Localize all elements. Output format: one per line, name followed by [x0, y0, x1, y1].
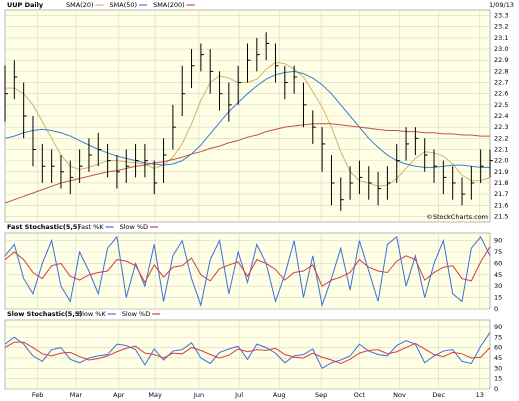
- series-line: [4, 235, 491, 308]
- y-tick-label: 23.3: [494, 12, 508, 20]
- y-tick-label: 22.7: [494, 79, 508, 87]
- watermark: ©StockCharts.com: [426, 213, 488, 221]
- panel-title: Fast Stochastic(5,5): [7, 223, 80, 231]
- y-tick-label: 21.6: [494, 201, 508, 209]
- x-tick-label: Dec: [432, 391, 445, 399]
- panel-title: Slow Stochastic(5,5): [7, 310, 82, 318]
- y-tick-label: 60: [494, 344, 502, 352]
- legend-label: Slow %K: [78, 310, 106, 318]
- x-tick-label: May: [148, 391, 162, 399]
- series-line: [4, 332, 491, 370]
- series-line: [4, 123, 490, 204]
- y-tick-label: 22.2: [494, 134, 508, 142]
- series-line: [4, 341, 491, 365]
- y-tick-label: 22.9: [494, 56, 508, 64]
- series-line: [4, 246, 491, 287]
- y-tick-label: 75: [494, 333, 502, 341]
- y-tick-label: 15: [494, 294, 502, 302]
- y-tick-label: 22.6: [494, 90, 508, 98]
- chart-date: 1/09/13: [489, 1, 514, 9]
- y-tick-label: 45: [494, 354, 502, 362]
- y-tick-label: 21.5: [494, 212, 508, 220]
- y-tick-label: 22.4: [494, 112, 508, 120]
- x-tick-label: Sep: [315, 391, 327, 399]
- panel-background: [4, 319, 491, 390]
- y-tick-label: 15: [494, 375, 502, 383]
- legend-label: SMA(50): [110, 1, 138, 9]
- x-tick-label: Nov: [393, 391, 406, 399]
- series-line: [4, 70, 490, 168]
- legend-label: Fast %K: [78, 223, 104, 231]
- y-tick-label: 45: [494, 271, 502, 279]
- y-tick-label: 60: [494, 259, 502, 267]
- x-tick-label: Oct: [354, 391, 366, 399]
- y-tick-label: 22.3: [494, 123, 508, 131]
- y-tick-label: 21.7: [494, 190, 508, 198]
- y-tick-label: 22.5: [494, 101, 508, 109]
- y-tick-label: 90: [494, 323, 502, 331]
- y-tick-label: 23.0: [494, 45, 508, 53]
- legend-label: Slow %D: [120, 223, 148, 231]
- legend-label: SMA(200): [153, 1, 185, 9]
- x-tick-label: Mar: [70, 391, 83, 399]
- x-tick-label: Aug: [273, 391, 286, 399]
- y-tick-label: 21.8: [494, 179, 508, 187]
- y-tick-label: 22.1: [494, 145, 508, 153]
- y-tick-label: 75: [494, 248, 502, 256]
- y-tick-label: 0: [494, 385, 498, 393]
- x-tick-label: Jul: [234, 391, 243, 399]
- y-tick-label: 22.0: [494, 157, 508, 165]
- y-tick-label: 90: [494, 237, 502, 245]
- y-tick-label: 30: [494, 364, 502, 372]
- panel-title: UUP Daily: [7, 1, 44, 9]
- y-tick-label: 30: [494, 282, 502, 290]
- y-tick-label: 21.9: [494, 168, 508, 176]
- x-tick-label: Jun: [193, 391, 204, 399]
- y-tick-label: 22.8: [494, 67, 508, 75]
- y-tick-label: 23.2: [494, 23, 508, 31]
- x-tick-label: 13: [476, 391, 484, 399]
- panel-background: [4, 232, 491, 310]
- legend-label: Slow %D: [122, 310, 150, 318]
- y-tick-label: 0: [494, 305, 498, 313]
- x-tick-label: Feb: [32, 391, 44, 399]
- legend-label: SMA(20): [66, 1, 94, 9]
- x-tick-label: Apr: [113, 391, 125, 399]
- y-tick-label: 23.1: [494, 34, 508, 42]
